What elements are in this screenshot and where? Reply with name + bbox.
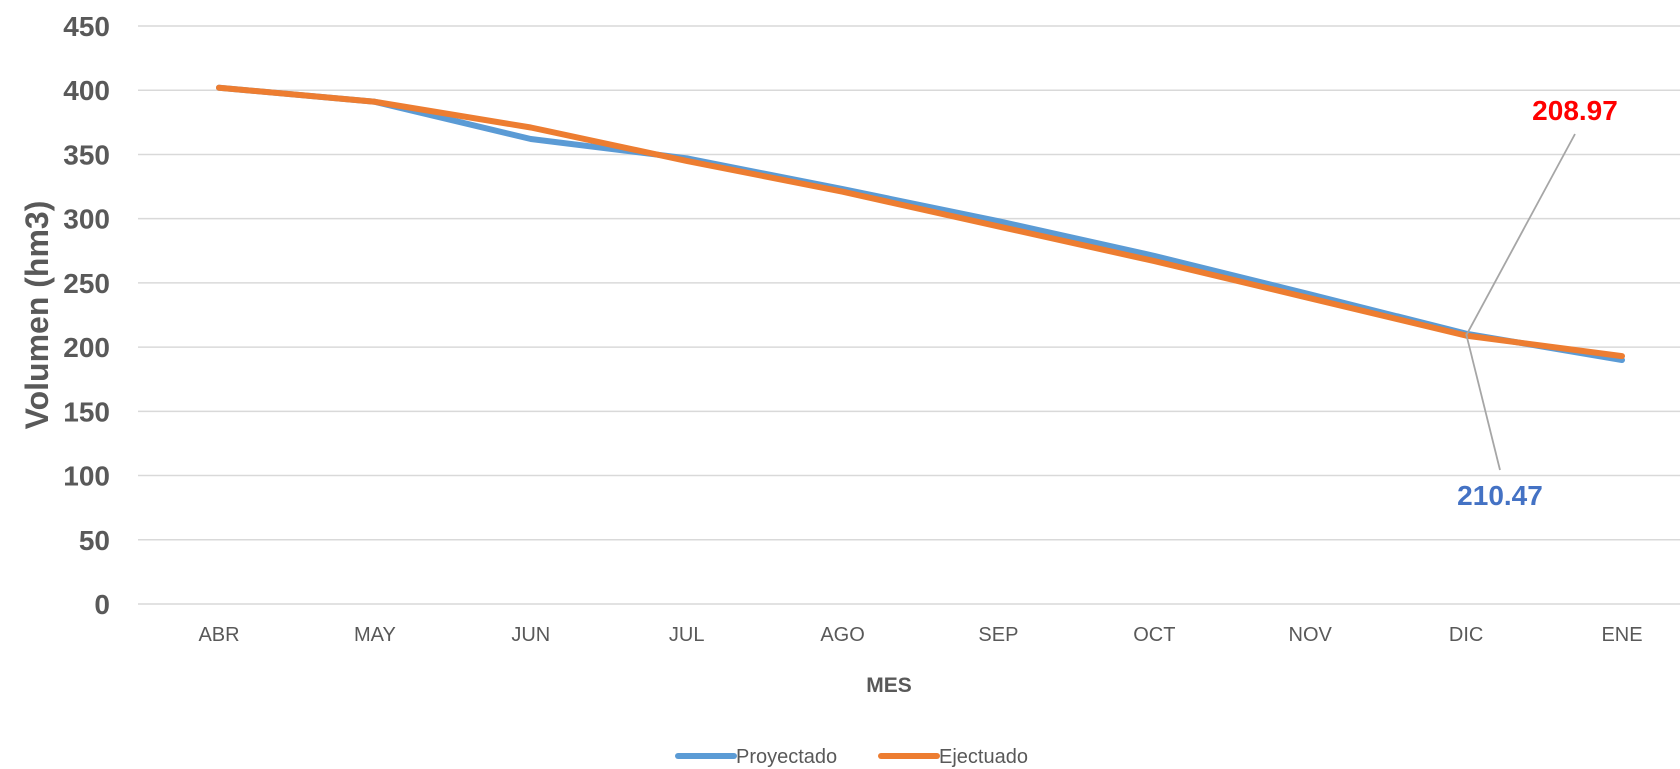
x-tick-label: ENE <box>1601 624 1642 646</box>
annotations: 208.97 210.47 <box>1457 95 1618 511</box>
x-axis-ticks: ABR MAY JUN JUL AGO SEP OCT NOV DIC ENE <box>198 624 1642 646</box>
x-tick-label: NOV <box>1289 624 1333 646</box>
x-tick-label: AGO <box>820 624 864 646</box>
series-line-proyectado <box>216 84 1625 363</box>
y-tick-label: 100 <box>63 461 110 492</box>
y-tick-label: 150 <box>63 396 110 427</box>
gridlines <box>138 25 1680 605</box>
y-axis-title: Volumen (hm3) <box>19 201 55 430</box>
x-tick-label: JUN <box>511 624 550 646</box>
x-tick-label: JUL <box>669 624 705 646</box>
x-tick-label: ABR <box>198 624 239 646</box>
y-tick-label: 0 <box>94 589 110 620</box>
y-tick-label: 450 <box>63 11 110 42</box>
x-tick-label: SEP <box>978 624 1018 646</box>
x-tick-label: MAY <box>354 624 396 646</box>
y-axis-ticks: 0 50 100 150 200 250 300 350 400 450 <box>63 11 110 620</box>
data-label: 208.97 <box>1532 95 1618 126</box>
x-tick-label: OCT <box>1133 624 1175 646</box>
legend: Proyectado Ejectuado <box>675 746 1028 768</box>
legend-label: Ejectuado <box>939 746 1028 768</box>
y-tick-label: 200 <box>63 332 110 363</box>
y-tick-label: 400 <box>63 75 110 106</box>
y-tick-label: 250 <box>63 268 110 299</box>
legend-label: Proyectado <box>736 746 837 768</box>
x-axis-title: MES <box>866 674 912 697</box>
y-tick-label: 50 <box>79 525 110 556</box>
y-tick-label: 350 <box>63 139 110 170</box>
series-lines <box>216 84 1625 363</box>
annotation-leader-line <box>1465 133 1576 337</box>
y-tick-label: 300 <box>63 204 110 235</box>
data-label: 210.47 <box>1457 480 1543 511</box>
series-line-ejectuado <box>216 84 1625 360</box>
x-tick-label: DIC <box>1449 624 1483 646</box>
annotation-leader-line <box>1465 333 1501 471</box>
